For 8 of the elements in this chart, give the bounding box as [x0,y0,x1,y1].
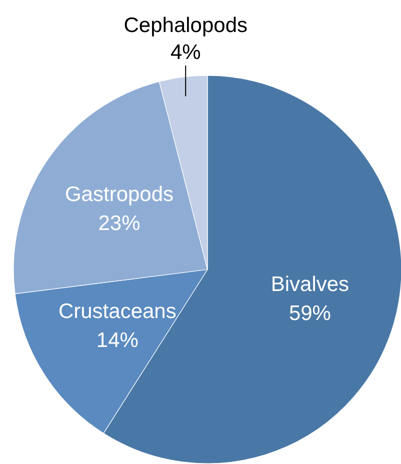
data-label: 4% [170,41,201,64]
slice-label: Bivalves [270,272,350,296]
slice-label: Cephalopods [124,14,248,37]
data-label: 23% [98,212,140,236]
slice-label: Crustaceans [58,300,176,324]
data-label: 14% [96,329,138,352]
data-label: 59% [288,302,331,325]
slice-label: Gastropods [64,183,174,206]
